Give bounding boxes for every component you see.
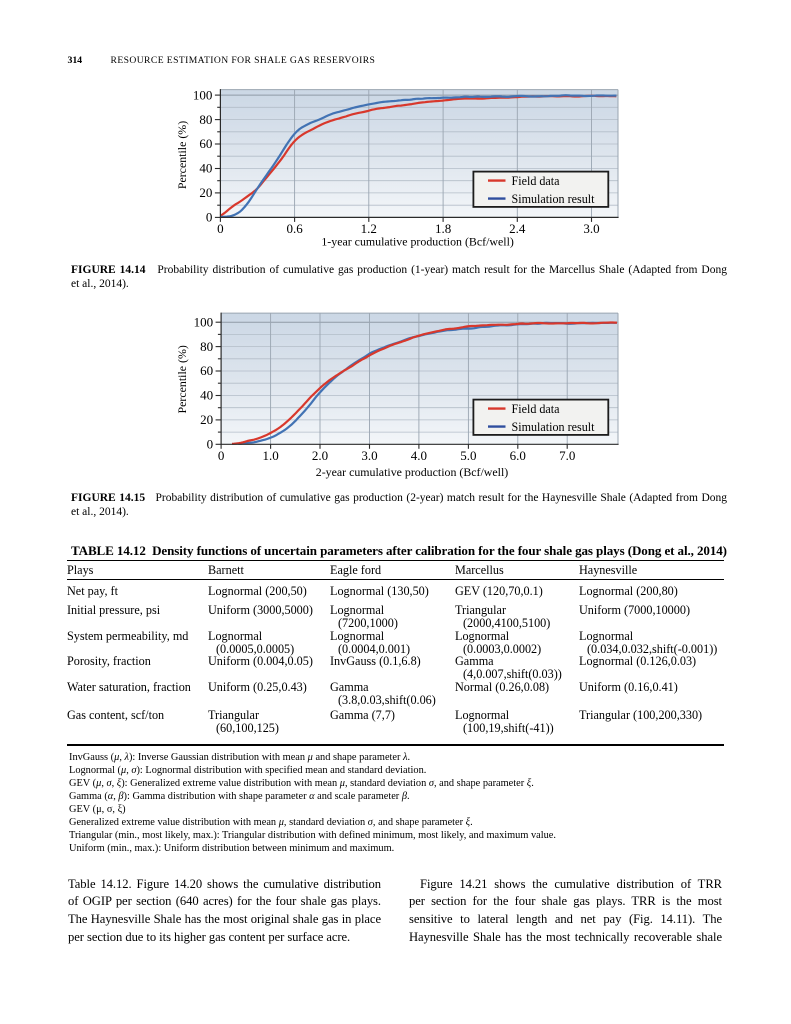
svg-text:Field data: Field data: [512, 402, 561, 416]
svg-text:0: 0: [207, 437, 214, 452]
svg-text:0: 0: [206, 210, 213, 225]
svg-text:1.0: 1.0: [262, 448, 278, 463]
svg-text:Simulation result: Simulation result: [512, 192, 596, 206]
svg-text:4.0: 4.0: [411, 448, 427, 463]
svg-text:0: 0: [217, 221, 224, 236]
svg-text:3.0: 3.0: [361, 448, 377, 463]
svg-text:60: 60: [200, 363, 213, 378]
svg-text:1.8: 1.8: [435, 221, 451, 236]
svg-text:20: 20: [199, 185, 212, 200]
svg-text:40: 40: [199, 161, 212, 176]
svg-text:7.0: 7.0: [559, 448, 575, 463]
svg-text:2.0: 2.0: [312, 448, 328, 463]
svg-text:2.4: 2.4: [509, 221, 526, 236]
svg-text:1.2: 1.2: [361, 221, 377, 236]
svg-text:80: 80: [199, 112, 212, 127]
svg-text:Percentile (%): Percentile (%): [175, 121, 189, 189]
svg-text:0: 0: [218, 448, 225, 463]
svg-text:Percentile (%): Percentile (%): [175, 345, 189, 413]
svg-text:Field data: Field data: [512, 174, 561, 188]
svg-text:0.6: 0.6: [286, 221, 303, 236]
svg-text:3.0: 3.0: [583, 221, 599, 236]
svg-text:60: 60: [199, 136, 212, 151]
svg-text:1-year cumulative production (: 1-year cumulative production (Bcf/well): [321, 235, 514, 249]
svg-text:20: 20: [200, 412, 213, 427]
svg-text:6.0: 6.0: [510, 448, 526, 463]
svg-text:40: 40: [200, 388, 213, 403]
svg-text:80: 80: [200, 339, 213, 354]
svg-text:Simulation result: Simulation result: [512, 420, 596, 434]
svg-text:2-year cumulative production (: 2-year cumulative production (Bcf/well): [316, 465, 509, 479]
svg-text:100: 100: [194, 314, 214, 329]
svg-text:100: 100: [193, 87, 213, 102]
svg-text:5.0: 5.0: [460, 448, 476, 463]
